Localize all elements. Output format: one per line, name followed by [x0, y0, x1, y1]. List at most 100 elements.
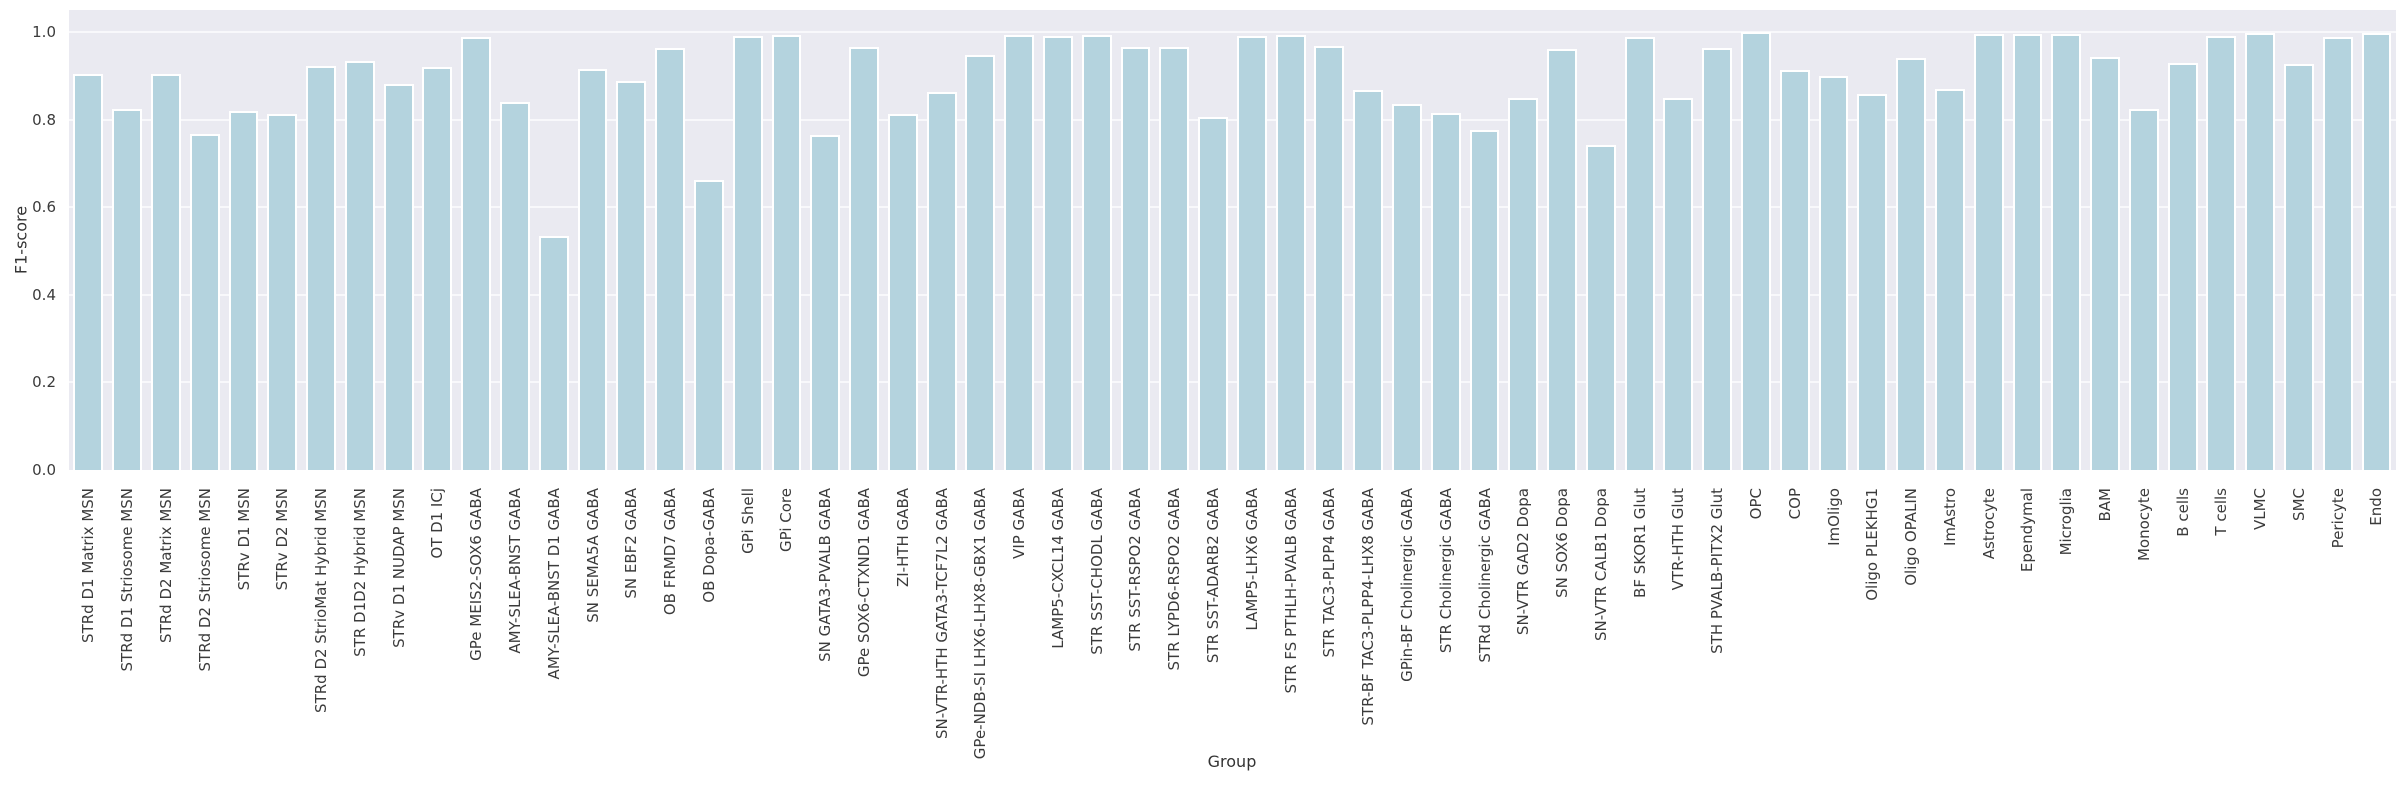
- bar-VIP GABA: [1004, 35, 1035, 470]
- x-tick-label: VTR-HTH Glut: [1669, 488, 1688, 591]
- bar-slot: [457, 10, 496, 470]
- bar-SN-VTR-HTH GATA3-TCF7L2 GABA: [926, 91, 957, 470]
- x-tick-label: SN EBF2 GABA: [622, 488, 641, 599]
- x-tick-slot: Microglia: [2047, 478, 2086, 555]
- x-tick-label: Pericyte: [2328, 488, 2347, 549]
- bar-OB FRMD7 GABA: [655, 48, 686, 470]
- x-tick-label: GPin-BF Cholinergic GABA: [1397, 488, 1416, 682]
- x-tick-slot: GPi Shell: [728, 478, 767, 554]
- bar-slot: [224, 10, 263, 470]
- y-tick-label: 1.0: [32, 22, 56, 41]
- x-tick-label: AMY-SLEA-BNST GABA: [505, 488, 524, 654]
- x-tick-label: STRd D2 Matrix MSN: [156, 488, 175, 643]
- bar-slot: [961, 10, 1000, 470]
- x-tick-label: LAMP5-LHX6 GABA: [1242, 488, 1261, 631]
- x-tick-label: GPe MEIS2-SOX6 GABA: [467, 488, 486, 661]
- bar-slot: [1969, 10, 2008, 470]
- bar-slot: [69, 10, 108, 470]
- x-tick-slot: VLMC: [2241, 478, 2280, 530]
- bar-slot: [1310, 10, 1349, 470]
- x-tick-slot: ImAstro: [1931, 478, 1970, 546]
- x-tick-slot: GPin-BF Cholinergic GABA: [1388, 478, 1427, 682]
- bar-ImAstro: [1934, 88, 1965, 470]
- bar-STRd D2 StrioMat Hybrid MSN: [306, 66, 336, 470]
- bar-T cells: [2206, 35, 2237, 470]
- x-tick-slot: COP: [1775, 478, 1814, 519]
- bar-OT D1 ICj: [422, 66, 453, 470]
- x-tick-label: GPe SOX6-CTXND1 GABA: [855, 488, 874, 678]
- x-tick-label: STR LYPD6-RSPO2 GABA: [1165, 488, 1184, 671]
- bar-slot: [651, 10, 690, 470]
- bar-STRd D2 Matrix MSN: [151, 73, 181, 470]
- y-tick-label: 0.8: [32, 110, 56, 129]
- bar-STRv D1 NUDAP MSN: [383, 83, 414, 470]
- bar-SN-VTR GAD2 Dopa: [1508, 98, 1539, 470]
- bar-slot: [108, 10, 147, 470]
- bar-GPe SOX6-CTXND1 GABA: [849, 47, 879, 470]
- x-tick-label: LAMP5-CXCL14 GABA: [1048, 488, 1067, 649]
- x-tick-slot: STR FS PTHLH-PVALB GABA: [1271, 478, 1310, 694]
- bar-LAMP5-CXCL14 GABA: [1042, 36, 1073, 470]
- x-tick-slot: GPe-NDB-SI LHX6-LHX8-GBX1 GABA: [961, 478, 1000, 759]
- x-tick-label: Endo: [2367, 488, 2386, 526]
- bar-slot: [573, 10, 612, 470]
- x-tick-slot: Endo: [2357, 478, 2396, 526]
- x-tick-slot: STR D1D2 Hybrid MSN: [340, 478, 379, 657]
- bar-Endo: [2361, 33, 2392, 470]
- x-tick-slot: STRd D2 Matrix MSN: [147, 478, 186, 643]
- x-tick-slot: Pericyte: [2318, 478, 2357, 548]
- x-tick-slot: Monocyte: [2124, 478, 2163, 561]
- x-tick-label: STRd D2 Striosome MSN: [195, 488, 214, 672]
- bar-slot: [612, 10, 651, 470]
- bar-slot: [1698, 10, 1737, 470]
- x-tick-label: STR TAC3-PLPP4 GABA: [1320, 488, 1339, 658]
- bar-STRd D1 Matrix MSN: [73, 73, 104, 470]
- y-tick-label: 0.0: [32, 461, 56, 479]
- x-tick-label: GPe-NDB-SI LHX6-LHX8-GBX1 GABA: [971, 488, 990, 760]
- x-axis-tick-labels: STRd D1 Matrix MSN STRd D1 Striosome MSN S…: [69, 478, 2396, 778]
- x-tick-slot: VTR-HTH Glut: [1659, 478, 1698, 590]
- x-tick-label: OPC: [1746, 488, 1765, 520]
- x-tick-label: STR Cholinergic GABA: [1436, 488, 1455, 654]
- bar-slot: [1465, 10, 1504, 470]
- bar-STRv D2 MSN: [267, 113, 298, 470]
- x-tick-slot: OB Dopa-GABA: [690, 478, 729, 603]
- bar-LAMP5-LHX6 GABA: [1236, 36, 1267, 470]
- x-axis-label: Group: [1207, 752, 1257, 771]
- bar-slot: [1814, 10, 1853, 470]
- bar-STR Cholinergic GABA: [1430, 112, 1461, 470]
- x-tick-label: SN-VTR GAD2 Dopa: [1514, 488, 1533, 636]
- bar-VTR-HTH Glut: [1663, 98, 1694, 470]
- x-tick-label: VIP GABA: [1010, 488, 1029, 559]
- bar-slot: [379, 10, 418, 470]
- x-tick-slot: GPe MEIS2-SOX6 GABA: [457, 478, 496, 661]
- bar-slot: [1892, 10, 1931, 470]
- bar-SN SEMA5A GABA: [577, 69, 608, 470]
- x-tick-slot: STR LYPD6-RSPO2 GABA: [1155, 478, 1194, 671]
- gridline: [69, 293, 2396, 296]
- bar-STR D1D2 Hybrid MSN: [344, 61, 375, 470]
- bar-STH PVALB-PITX2 Glut: [1702, 48, 1733, 470]
- bar-STR SST-CHODL GABA: [1081, 35, 1112, 470]
- x-tick-label: STRv D1 MSN: [234, 488, 253, 591]
- x-tick-label: STR D1D2 Hybrid MSN: [350, 488, 369, 657]
- bar-slot: [263, 10, 302, 470]
- x-tick-label: STR SST-CHODL GABA: [1087, 488, 1106, 655]
- x-tick-slot: Ependymal: [2008, 478, 2047, 572]
- x-tick-label: STH PVALB-PITX2 Glut: [1708, 488, 1727, 654]
- x-tick-slot: Oligo PLEKHG1: [1853, 478, 1892, 601]
- x-tick-label: VLMC: [2251, 488, 2270, 531]
- bar-slot: [1000, 10, 1039, 470]
- y-tick-label: 0.4: [32, 285, 56, 304]
- bar-SMC: [2283, 63, 2314, 470]
- x-tick-slot: STR SST-CHODL GABA: [1077, 478, 1116, 655]
- x-tick-slot: STR-BF TAC3-PLPP4-LHX8 GABA: [1349, 478, 1388, 726]
- x-tick-label: T cells: [2212, 488, 2231, 536]
- bar-STRd D2 Striosome MSN: [189, 133, 220, 470]
- bar-STR LYPD6-RSPO2 GABA: [1159, 46, 1190, 470]
- bar-COP: [1779, 70, 1810, 470]
- x-tick-slot: AMY-SLEA-BNST D1 GABA: [534, 478, 573, 679]
- bar-slot: [845, 10, 884, 470]
- bar-slot: [1039, 10, 1078, 470]
- x-tick-label: STRd D2 StrioMat Hybrid MSN: [312, 488, 331, 713]
